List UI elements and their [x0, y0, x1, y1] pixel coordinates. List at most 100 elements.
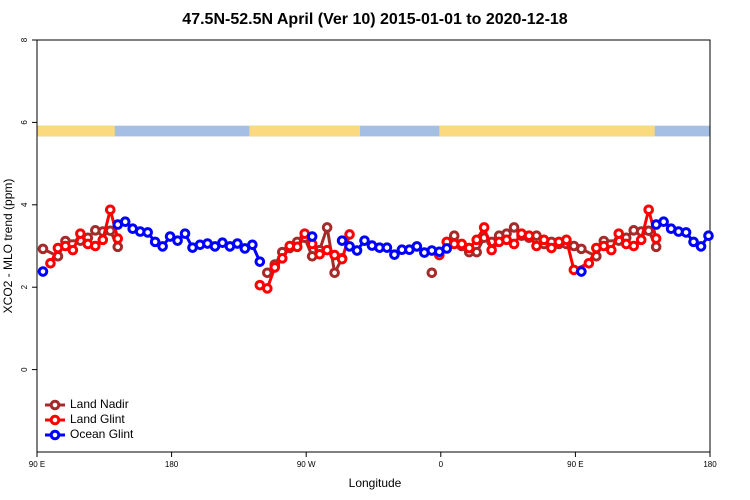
data-point [67, 244, 79, 256]
data-point [60, 240, 71, 252]
x-tick-label: 180 [703, 460, 717, 469]
y-tick-label: 0 [20, 367, 29, 372]
data-point [426, 267, 438, 279]
chart-title: 47.5N-52.5N April (Ver 10) 2015-01-01 to… [182, 11, 568, 28]
data-point [149, 236, 161, 248]
data-point [501, 234, 512, 246]
data-point [576, 266, 587, 277]
data-point [142, 227, 153, 238]
x-tick-label: 0 [439, 460, 444, 469]
land-band [439, 125, 655, 137]
data-point [344, 229, 355, 240]
data-point [329, 267, 340, 279]
y-tick-label: 4 [20, 202, 29, 207]
data-point [157, 241, 168, 252]
data-point [164, 231, 176, 242]
data-point [523, 230, 535, 241]
data-point [291, 241, 303, 253]
data-point [448, 230, 460, 241]
data-point [688, 236, 699, 248]
data-point [306, 231, 318, 242]
data-point [650, 233, 662, 244]
data-point [643, 204, 654, 216]
data-point [508, 238, 520, 250]
data-point [628, 240, 640, 252]
data-point [508, 222, 520, 233]
data-point [486, 244, 497, 256]
legend-marker [49, 414, 61, 426]
data-point [179, 228, 191, 239]
data-point [232, 238, 243, 249]
x-axis-label: Longitude [349, 476, 402, 490]
data-point [351, 245, 363, 256]
data-point [336, 253, 348, 265]
data-point [561, 234, 572, 246]
data-point [97, 234, 109, 246]
data-point [262, 267, 273, 279]
data-point [314, 248, 325, 260]
data-point [119, 216, 131, 227]
data-point [90, 240, 101, 252]
data-point [650, 241, 662, 253]
data-point [359, 235, 370, 246]
data-point [411, 241, 423, 252]
data-point [329, 249, 340, 261]
data-point [695, 241, 707, 252]
data-point [658, 216, 669, 227]
x-tick-label: 90 W [297, 460, 316, 469]
data-point [635, 234, 647, 246]
data-point [37, 266, 49, 277]
y-tick-label: 6 [20, 120, 29, 125]
data-point [389, 249, 400, 260]
y-tick-label: 8 [20, 37, 29, 42]
data-point [583, 258, 595, 269]
plot-frame [36, 39, 711, 453]
data-point [576, 243, 587, 255]
data-point [104, 204, 116, 216]
data-point [613, 228, 625, 239]
data-point [262, 283, 273, 294]
data-point [478, 222, 490, 233]
data-point [680, 227, 692, 238]
data-point [112, 233, 124, 244]
x-tick-label: 90 E [567, 460, 583, 469]
data-point [276, 253, 288, 264]
land-band [37, 125, 115, 137]
legend-label: Land Nadir [70, 397, 129, 411]
data-point [112, 241, 124, 253]
data-point [247, 239, 258, 251]
data-point [45, 258, 56, 269]
data-point [598, 240, 610, 252]
data-point [546, 242, 557, 254]
data-point [463, 242, 475, 254]
data-point [471, 246, 482, 258]
legend-marker [49, 399, 61, 411]
y-axis-label: XCO2 - MLO trend (ppm) [1, 179, 15, 314]
y-tick-label: 2 [20, 284, 29, 289]
data-point [531, 240, 542, 252]
data-point [254, 256, 266, 267]
data-point [75, 228, 86, 239]
x-tick-label: 90 E [29, 460, 45, 469]
legend-label: Ocean Glint [70, 427, 134, 441]
data-point [441, 243, 453, 254]
ocean-band [37, 125, 710, 137]
data-point [643, 225, 654, 237]
data-point [538, 234, 550, 246]
x-tick-label: 180 [165, 460, 179, 469]
data-point [336, 235, 348, 246]
data-point [104, 225, 116, 237]
data-point [37, 243, 49, 255]
data-point [471, 234, 482, 246]
data-point [381, 242, 393, 253]
legend-marker [49, 429, 61, 441]
legend-label: Land Glint [70, 412, 125, 426]
data-point [456, 238, 468, 250]
data-point [321, 244, 333, 256]
data-point [344, 241, 355, 252]
data-point [605, 244, 617, 256]
data-point [703, 230, 714, 241]
data-point [172, 235, 183, 246]
data-point [269, 262, 281, 273]
data-point [321, 222, 333, 233]
